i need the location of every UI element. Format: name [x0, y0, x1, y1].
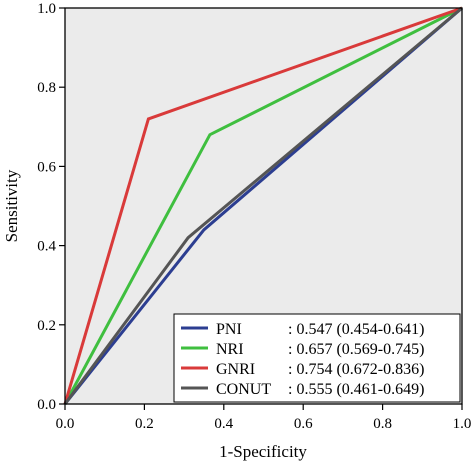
plot-frame: [64, 7, 463, 405]
y-axis-ticks: 0.0 0.2 0.4 0.6 0.8 1.0: [37, 1, 65, 413]
legend-value-conut: : 0.555 (0.461-0.649): [288, 381, 424, 398]
legend-value-pni: : 0.547 (0.454-0.641): [288, 321, 424, 338]
x-tick-label: 1.0: [453, 416, 472, 432]
y-axis-label: Sensitivity: [2, 169, 21, 242]
x-tick-label: 0.2: [135, 416, 154, 432]
series-line-nri: [63, 6, 463, 405]
legend-box: [173, 313, 461, 403]
y-tick-label: 0.2: [37, 318, 56, 334]
y-tick-label: 0.8: [37, 80, 56, 96]
legend-value-nri: : 0.657 (0.569-0.745): [288, 341, 424, 358]
series-line-conut: [63, 6, 463, 405]
x-tick-label: 0.0: [56, 416, 75, 432]
series-line-gnri: [63, 6, 463, 405]
legend-name-gnri: GNRI: [216, 361, 255, 378]
y-tick-label: 0.4: [37, 239, 56, 255]
y-tick-label: 1.0: [37, 1, 56, 17]
x-tick-label: 0.6: [294, 416, 313, 432]
legend-name-nri: NRI: [216, 341, 244, 358]
legend-value-gnri: : 0.754 (0.672-0.836): [288, 361, 424, 378]
series-layer: [63, 6, 463, 405]
legend-name-pni: PNI: [216, 321, 242, 338]
x-tick-label: 0.8: [373, 416, 392, 432]
legend: PNI : 0.547 (0.454-0.641) NRI : 0.657 (0.56…: [173, 313, 461, 403]
x-axis-ticks: 0.0 0.2 0.4 0.6 0.8 1.0: [56, 404, 472, 432]
x-axis-label: 1-Specificity: [219, 442, 307, 461]
y-tick-label: 0.6: [37, 159, 56, 175]
legend-name-conut: CONUT: [216, 381, 271, 398]
x-tick-label: 0.4: [214, 416, 233, 432]
y-tick-label: 0.0: [37, 397, 56, 413]
